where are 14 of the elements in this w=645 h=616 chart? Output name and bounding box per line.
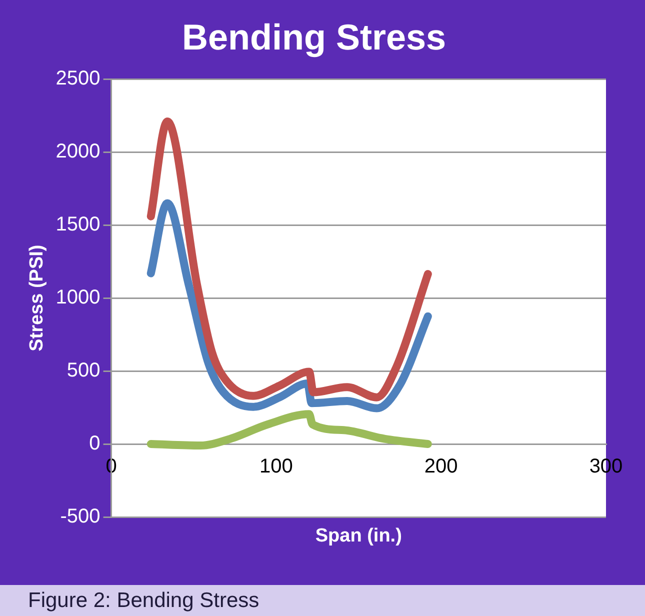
- y-tick-label: 2000: [56, 140, 100, 163]
- y-tick-label: 1500: [56, 214, 100, 236]
- x-tick-label: 200: [424, 456, 458, 478]
- x-tick-label: 100: [260, 456, 293, 478]
- chart-title: Bending Stress: [182, 16, 446, 58]
- x-tick-label: 300: [589, 456, 623, 478]
- caption: Figure 2: Bending Stress: [27, 588, 260, 614]
- y-tick-label: 0: [89, 432, 100, 455]
- y-tick-label: 500: [66, 360, 100, 382]
- y-tick-label: -500: [60, 506, 100, 528]
- x-axis-title: Span (in.): [315, 526, 402, 547]
- y-tick-label: 2500: [56, 68, 100, 90]
- y-tick-label: 1000: [56, 286, 100, 309]
- y-axis-title: Stress (PSI): [26, 244, 48, 352]
